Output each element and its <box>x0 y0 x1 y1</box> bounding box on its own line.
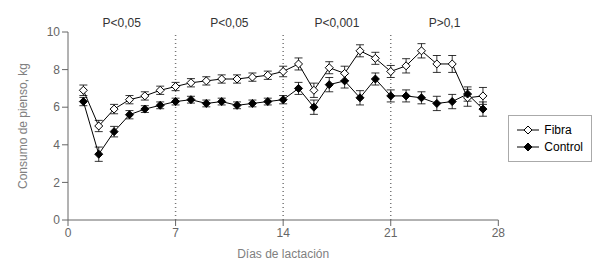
svg-text:6: 6 <box>53 100 60 114</box>
html-text:Control: Control <box>544 139 583 154</box>
svg-text:28: 28 <box>492 226 506 240</box>
svg-text:Días de lactación: Días de lactación <box>237 247 329 261</box>
svg-text:7: 7 <box>172 226 179 240</box>
svg-text:P<0,001: P<0,001 <box>314 16 359 30</box>
svg-text:2: 2 <box>53 176 60 190</box>
svg-text:P<0,05: P<0,05 <box>103 16 142 30</box>
svg-text:P>0,1: P>0,1 <box>429 16 461 30</box>
svg-text:P<0,05: P<0,05 <box>210 16 249 30</box>
html-text:Fibra: Fibra <box>544 122 572 137</box>
svg-text:21: 21 <box>384 226 398 240</box>
svg-text:4: 4 <box>53 138 60 152</box>
svg-text:Consumo de pienso, kg: Consumo de pienso, kg <box>16 63 30 189</box>
svg-text:0: 0 <box>65 226 72 240</box>
svg-text:8: 8 <box>53 63 60 77</box>
svg-text:10: 10 <box>47 25 61 39</box>
svg-text:14: 14 <box>276 226 290 240</box>
svg-text:0: 0 <box>53 213 60 227</box>
